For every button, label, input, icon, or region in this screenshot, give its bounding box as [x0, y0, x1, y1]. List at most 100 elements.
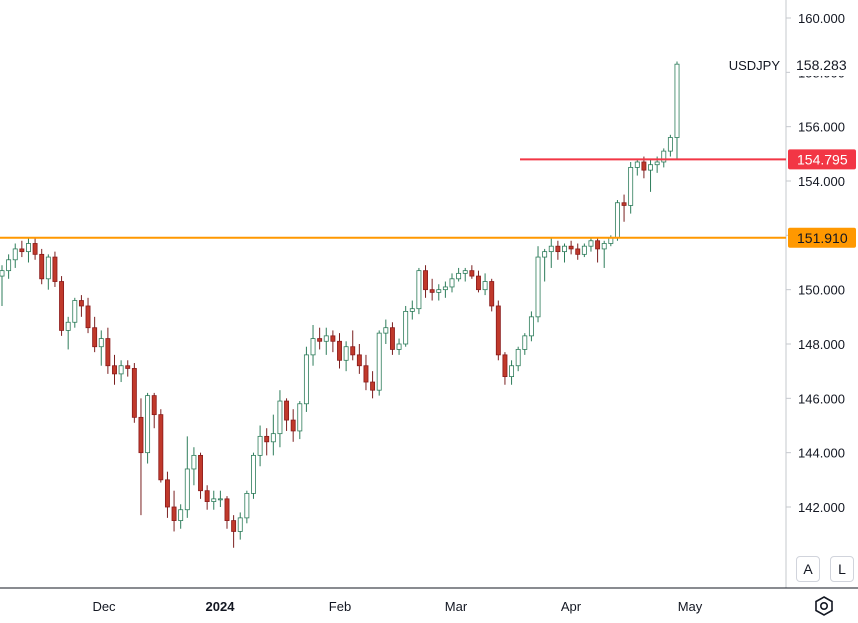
candle[interactable] [476, 270, 481, 293]
candle[interactable] [621, 194, 627, 222]
candle[interactable] [257, 425, 263, 467]
candle[interactable] [489, 278, 495, 312]
candle[interactable] [323, 327, 329, 355]
candle[interactable] [502, 352, 508, 385]
candle[interactable] [39, 248, 45, 285]
candle[interactable] [674, 61, 680, 160]
candle[interactable] [277, 390, 283, 448]
candle[interactable] [231, 515, 237, 548]
horizontal-levels[interactable]: 151.910 154.795 [0, 149, 856, 248]
candle[interactable] [284, 398, 290, 431]
candle[interactable] [105, 327, 111, 374]
candle[interactable] [178, 504, 184, 529]
candle[interactable] [575, 243, 581, 260]
candle[interactable] [356, 344, 362, 374]
candle[interactable] [211, 490, 217, 510]
candle[interactable] [158, 409, 164, 483]
candle[interactable] [542, 248, 548, 282]
auto-scale-button[interactable]: A [796, 556, 820, 582]
candle[interactable] [648, 159, 653, 192]
candle[interactable] [303, 346, 309, 412]
candle[interactable] [65, 316, 71, 350]
candle[interactable] [350, 330, 356, 361]
candle[interactable] [184, 436, 190, 518]
plot-area[interactable] [0, 61, 680, 548]
candle[interactable] [535, 246, 541, 323]
candle[interactable] [72, 297, 78, 328]
candle[interactable] [125, 360, 131, 377]
candle[interactable] [343, 341, 349, 372]
candle[interactable] [26, 238, 31, 263]
candle[interactable] [244, 490, 250, 524]
price-axis[interactable]: 160.000158.000156.000154.000152.000150.0… [786, 11, 845, 515]
candle[interactable] [601, 240, 607, 268]
candle[interactable] [98, 330, 104, 366]
candle[interactable] [442, 281, 448, 298]
candle[interactable] [436, 284, 442, 301]
candle[interactable] [270, 414, 276, 456]
candle[interactable] [667, 134, 673, 157]
candle[interactable] [555, 240, 561, 260]
candle[interactable] [337, 333, 342, 369]
candle[interactable] [251, 452, 256, 499]
candle[interactable] [92, 316, 98, 353]
candle[interactable] [522, 333, 528, 355]
candle[interactable] [363, 354, 369, 391]
candle[interactable] [317, 327, 323, 350]
candle[interactable] [429, 278, 435, 301]
candle[interactable] [396, 338, 402, 355]
candle[interactable] [198, 452, 203, 499]
candle[interactable] [52, 251, 58, 287]
candle[interactable] [449, 273, 455, 293]
candle[interactable] [370, 371, 376, 399]
candle[interactable] [495, 300, 501, 361]
candle[interactable] [118, 360, 124, 383]
candle[interactable] [164, 471, 170, 518]
candle[interactable] [568, 240, 574, 255]
candle[interactable] [310, 324, 316, 366]
candle[interactable] [131, 363, 137, 423]
candle[interactable] [416, 267, 422, 315]
candle[interactable] [138, 398, 144, 516]
candle[interactable] [409, 300, 415, 320]
candle[interactable] [151, 392, 157, 429]
candle[interactable] [32, 238, 38, 260]
candle[interactable] [562, 243, 567, 263]
candle[interactable] [85, 297, 91, 334]
candle[interactable] [224, 496, 230, 529]
candle[interactable] [389, 322, 395, 355]
candle[interactable] [204, 485, 210, 510]
candle[interactable] [217, 490, 223, 507]
candle[interactable] [330, 330, 336, 353]
candle[interactable] [515, 346, 521, 372]
candle[interactable] [581, 243, 587, 258]
candle[interactable] [456, 267, 462, 282]
candle[interactable] [19, 240, 25, 258]
candle[interactable] [548, 238, 554, 268]
candle[interactable] [237, 512, 243, 540]
candle[interactable] [191, 447, 197, 486]
candle[interactable] [614, 200, 620, 241]
candle[interactable] [264, 428, 270, 456]
candle[interactable] [528, 311, 534, 342]
candle[interactable] [482, 273, 488, 296]
candle[interactable] [462, 267, 468, 282]
candle[interactable] [45, 254, 51, 290]
candle[interactable] [112, 354, 117, 385]
candle[interactable] [171, 490, 177, 532]
candle[interactable] [509, 360, 515, 385]
candle[interactable] [423, 265, 428, 298]
candle[interactable] [297, 401, 303, 440]
log-scale-button[interactable]: L [830, 556, 854, 582]
candle[interactable] [595, 238, 601, 263]
candle[interactable] [6, 254, 12, 279]
candle[interactable] [634, 159, 640, 176]
candle[interactable] [628, 161, 634, 214]
candle[interactable] [145, 392, 151, 464]
time-axis[interactable]: Dec 2024 Feb Mar Apr May [92, 599, 702, 614]
candle[interactable] [469, 265, 475, 279]
candle[interactable] [59, 276, 65, 336]
candle[interactable] [661, 148, 667, 168]
candle[interactable] [78, 295, 84, 317]
